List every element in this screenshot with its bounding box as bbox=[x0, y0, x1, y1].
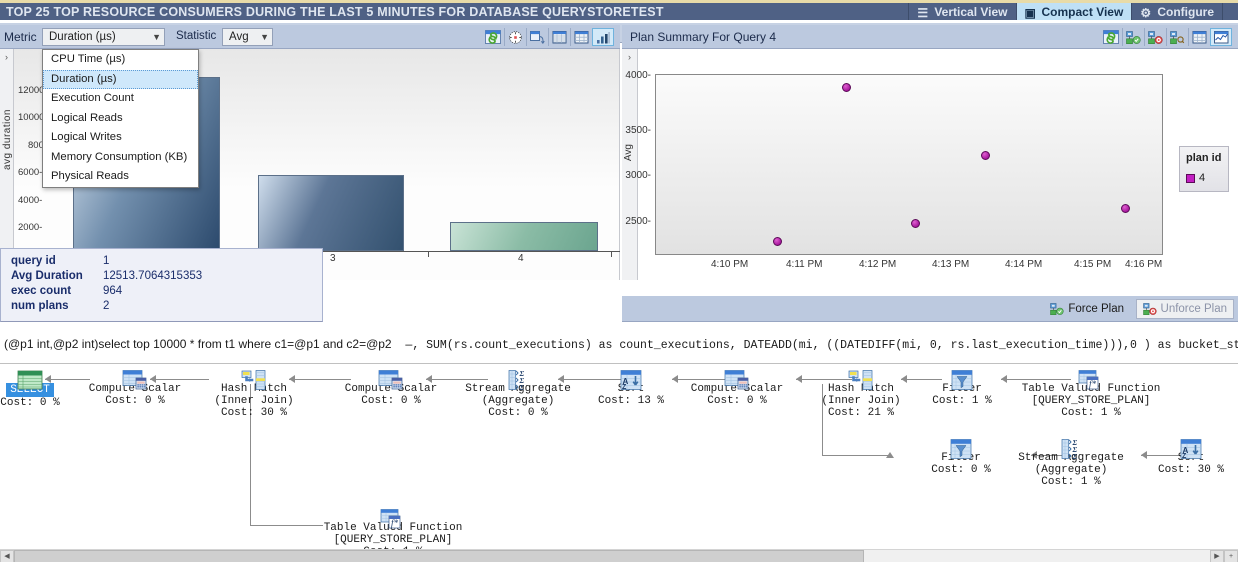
svg-text:Σ: Σ bbox=[1072, 452, 1078, 459]
svg-text:Z: Z bbox=[1182, 453, 1187, 459]
svg-text:Z: Z bbox=[622, 384, 627, 390]
svg-text:f*: f* bbox=[1089, 379, 1097, 389]
svg-text:Σ: Σ bbox=[519, 383, 525, 390]
svg-text:f*: f* bbox=[391, 518, 399, 528]
